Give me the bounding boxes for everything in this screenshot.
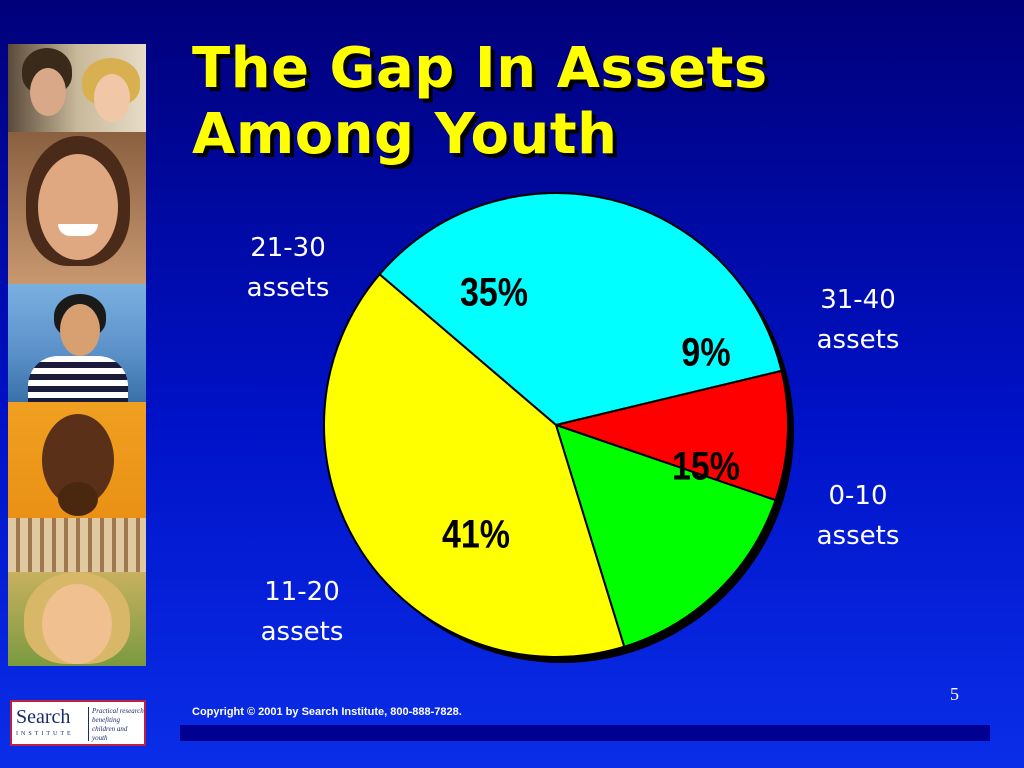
label-21-30-range: 21-30 (250, 233, 326, 263)
label-31-40-range: 31-40 (820, 285, 896, 315)
logo-divider (88, 707, 89, 741)
footer-bar (180, 725, 990, 741)
smiling-blonde-girl-photo (8, 572, 146, 666)
label-11-20-unit: assets (260, 617, 344, 647)
label-0-10-range: 0-10 (828, 481, 888, 511)
pie-slice-21-30-assets (378, 192, 783, 427)
page-number: 5 (950, 684, 959, 704)
smiling-girl-photo (8, 132, 146, 284)
pie-value-label-0-10-assets: 15% (672, 443, 740, 488)
boy-by-water-photo (8, 284, 146, 402)
title-line-1: The Gap In Assets (192, 36, 768, 101)
label-11-20-range: 11-20 (264, 577, 340, 607)
logo-wordmark: Search (16, 706, 71, 728)
logo-tagline: Practical research benefiting children a… (92, 707, 144, 742)
pie-value-label-21-30-assets: 35% (460, 269, 528, 314)
teen-couple-photo (8, 44, 146, 132)
label-21-30-assets: 21-30 assets (228, 228, 348, 308)
photo-strip (8, 44, 146, 666)
label-31-40-unit: assets (816, 325, 900, 355)
label-0-10-unit: assets (816, 521, 900, 551)
pie-slice-11-20-assets (323, 272, 626, 658)
pie-value-label-31-40-assets: 9% (681, 329, 730, 374)
thinking-boy-photo (8, 402, 146, 572)
label-0-10-assets: 0-10 assets (798, 476, 918, 556)
title-line-2: Among Youth (192, 102, 618, 167)
pie-slice-0-10-assets (554, 423, 777, 648)
label-11-20-assets: 11-20 assets (242, 572, 362, 652)
search-institute-logo: Search INSTITUTE Practical research bene… (10, 700, 146, 746)
copyright-notice: Copyright © 2001 by Search Institute, 80… (192, 706, 462, 718)
pie-slice-31-40-assets (552, 369, 789, 502)
label-21-30-unit: assets (246, 273, 330, 303)
page-title: The Gap In Assets Among Youth (192, 36, 892, 168)
label-31-40-assets: 31-40 assets (798, 280, 918, 360)
logo-subtitle: INSTITUTE (16, 731, 74, 737)
pie-value-label-11-20-assets: 41% (442, 511, 510, 556)
